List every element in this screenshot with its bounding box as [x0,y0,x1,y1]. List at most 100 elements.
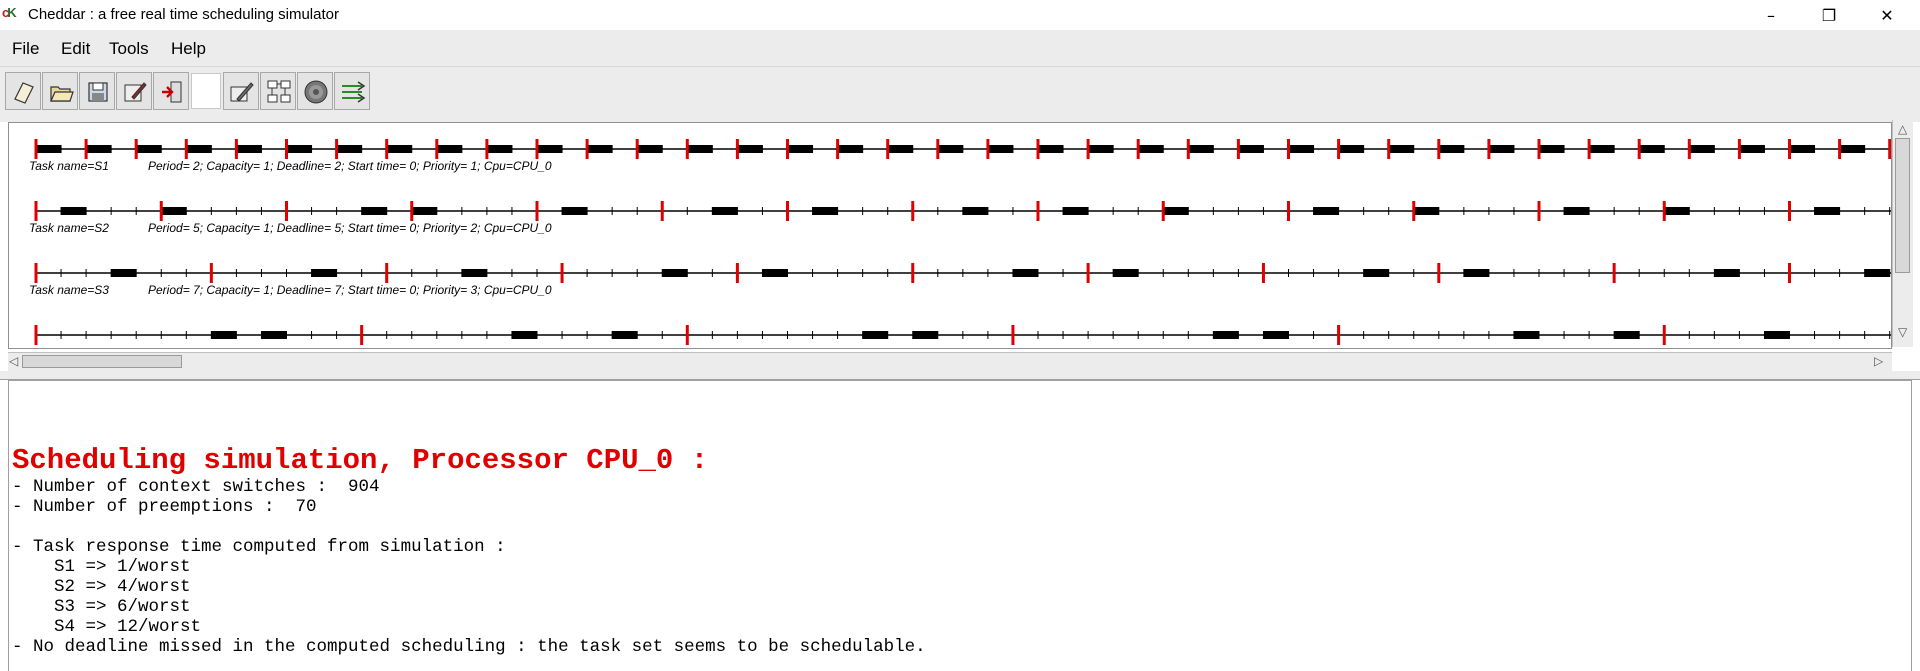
timeline-vertical-scrollbar[interactable]: △ ▽ [1892,120,1913,347]
save-button[interactable] [79,72,115,110]
execution-block-S1 [1238,145,1264,153]
run-simulation-icon [342,81,366,103]
execution-block-S1 [1639,145,1665,153]
exit-button[interactable] [153,72,189,110]
execution-block-S1 [737,145,763,153]
open-button[interactable] [42,72,78,110]
execution-block-S1 [537,145,563,153]
new-button[interactable] [5,72,41,110]
settings-icon [230,82,254,102]
execution-block-S2 [962,207,988,215]
scheduling-timeline-pane[interactable]: Task name=S1 Period= 2; Capacity= 1; Dead… [8,122,1892,349]
title-bar: cK Cheddar : a free real time scheduling… [0,0,1920,30]
execution-block-S4 [612,331,638,339]
execution-block-S1 [1689,145,1715,153]
execution-block-S3 [461,269,487,277]
maximize-button[interactable]: ❐ [1821,5,1837,25]
scheduling-timeline: Task name=S1 Period= 2; Capacity= 1; Dead… [29,139,1891,345]
window-title: Cheddar : a free real time scheduling si… [28,6,339,23]
execution-block-S3 [1363,269,1389,277]
output-line: S1 => 1/worst [12,557,191,577]
execution-block-S1 [36,145,62,153]
execution-block-S1 [486,145,512,153]
execution-block-S1 [1789,145,1815,153]
task-name-label: Task name=S1 [29,159,109,173]
scroll-up-icon[interactable]: △ [1898,122,1908,136]
execution-block-S1 [987,145,1013,153]
task-params-label: Period= 5; Capacity= 1; Deadline= 5; Sta… [148,221,552,235]
execution-block-S1 [186,145,212,153]
execution-block-S1 [1088,145,1114,153]
execution-block-S1 [1488,145,1514,153]
execution-block-S1 [837,145,863,153]
edit-button[interactable] [116,72,152,110]
execution-block-S1 [1739,145,1765,153]
execution-block-S2 [712,207,738,215]
execution-block-S4 [862,331,888,339]
execution-block-S4 [1213,331,1239,339]
new-icon [14,82,34,104]
gear-wheel-button[interactable] [297,72,333,110]
execution-block-S2 [1163,207,1189,215]
minimize-button[interactable]: – [1767,5,1775,25]
timeline-horizontal-scrollbar[interactable]: ◁ ▷ [8,352,1892,371]
execution-block-S2 [411,207,437,215]
simulation-output-pane: Scheduling simulation, Processor CPU_0 :… [8,380,1912,671]
execution-block-S1 [386,145,412,153]
settings-button[interactable] [223,72,259,110]
execution-block-S2 [1413,207,1439,215]
execution-block-S3 [662,269,688,277]
run-simulation-button[interactable] [334,72,370,110]
menu-tools[interactable]: Tools [109,39,149,58]
execution-block-S1 [887,145,913,153]
task-params-label: Period= 2; Capacity= 1; Deadline= 2; Sta… [148,159,552,173]
execution-block-S4 [1513,331,1539,339]
execution-block-S1 [637,145,663,153]
execution-block-S1 [1839,145,1865,153]
execution-block-S1 [1338,145,1364,153]
menu-file[interactable]: File [12,39,40,58]
gear-wheel-icon [304,80,328,104]
output-line: S4 => 12/worst [12,617,202,637]
output-line: S2 => 4/worst [12,577,191,597]
scroll-down-icon[interactable]: ▽ [1898,325,1908,339]
execution-block-S2 [361,207,387,215]
execution-block-S2 [161,207,187,215]
scroll-left-icon[interactable]: ◁ [9,354,19,368]
execution-block-S1 [687,145,713,153]
close-button[interactable]: ✕ [1880,5,1894,25]
menu-bar: File Edit Tools Help [0,30,1920,67]
menu-edit[interactable]: Edit [61,39,91,58]
menu-help[interactable]: Help [171,39,206,58]
toolbar-blank-field[interactable] [191,73,221,109]
vertical-scroll-thumb[interactable] [1895,138,1910,273]
execution-block-S1 [1589,145,1615,153]
execution-block-S3 [1113,269,1139,277]
execution-block-S1 [86,145,112,153]
execution-block-S3 [1714,269,1740,277]
execution-block-S1 [1188,145,1214,153]
execution-block-S1 [1388,145,1414,153]
execution-block-S4 [1263,331,1289,339]
execution-block-S2 [1313,207,1339,215]
horizontal-scroll-thumb[interactable] [22,355,182,368]
execution-block-S2 [1814,207,1840,215]
task-name-label: Task name=S2 [29,221,109,235]
execution-block-S1 [1138,145,1164,153]
architecture-button[interactable] [260,72,296,110]
output-line: - Task response time computed from simul… [12,537,506,557]
execution-block-S2 [1063,207,1089,215]
scroll-right-icon[interactable]: ▷ [1874,354,1884,368]
execution-block-S1 [336,145,362,153]
output-line: S3 => 6/worst [12,597,191,617]
output-line: - Number of preemptions : 70 [12,497,317,517]
execution-block-S2 [812,207,838,215]
execution-block-S2 [1664,207,1690,215]
open-icon [50,86,74,102]
execution-block-S1 [1438,145,1464,153]
pane-separator [0,118,1920,122]
pane-splitter[interactable] [0,371,1920,380]
execution-block-S4 [261,331,287,339]
execution-block-S2 [562,207,588,215]
execution-block-S1 [787,145,813,153]
